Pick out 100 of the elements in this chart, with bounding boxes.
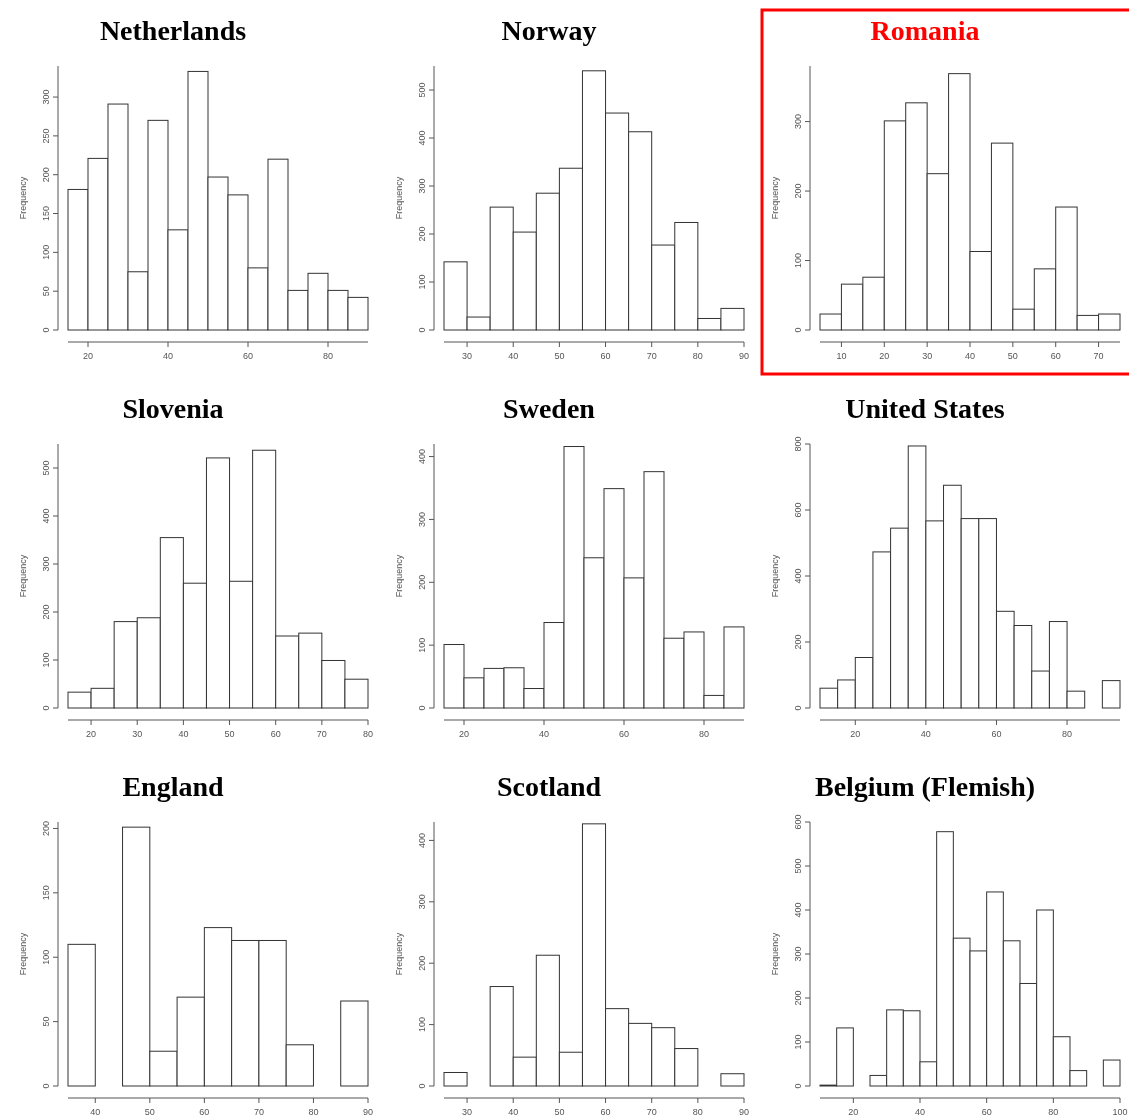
y-tick-label: 100	[417, 637, 427, 653]
y-axis-title: Frequency	[394, 176, 404, 220]
y-tick-label: 200	[41, 820, 51, 836]
y-tick-label: 100	[41, 652, 51, 668]
x-tick-label: 80	[1062, 729, 1073, 739]
y-tick-label: 600	[793, 814, 803, 830]
y-tick-label: 0	[793, 1083, 803, 1089]
y-tick-label: 400	[793, 902, 803, 918]
x-tick-label: 40	[162, 351, 174, 361]
chart-title: Romania	[870, 15, 980, 46]
y-axis-title: Frequency	[18, 554, 28, 598]
x-tick-label: 20	[879, 351, 890, 361]
y-tick-label: 300	[41, 89, 51, 105]
x-tick-label: 20	[86, 729, 97, 739]
y-tick-label: 50	[41, 1016, 51, 1027]
x-tick-label: 40	[178, 729, 189, 739]
x-tick-label: 60	[199, 1107, 210, 1115]
y-tick-label: 300	[417, 894, 427, 910]
y-tick-label: 400	[417, 449, 427, 465]
y-tick-label: 400	[793, 568, 803, 584]
y-tick-label: 0	[417, 705, 427, 711]
x-tick-label: 80	[1048, 1107, 1059, 1115]
y-tick-label: 100	[417, 1017, 427, 1033]
x-tick-label: 20	[82, 351, 94, 361]
x-tick-label: 40	[914, 1107, 926, 1115]
y-axis-title: Frequency	[394, 554, 404, 598]
x-tick-label: 50	[554, 1107, 565, 1115]
x-tick-label: 50	[224, 729, 235, 739]
y-tick-label: 100	[793, 1034, 803, 1050]
y-tick-label: 400	[417, 832, 427, 848]
x-tick-label: 30	[462, 351, 473, 361]
x-tick-label: 50	[554, 351, 565, 361]
x-tick-label: 30	[922, 351, 933, 361]
x-tick-label: 80	[692, 1107, 703, 1115]
x-tick-label: 100	[1112, 1107, 1128, 1115]
y-tick-label: 300	[417, 511, 427, 527]
y-tick-label: 300	[41, 556, 51, 572]
y-tick-label: 100	[793, 253, 803, 269]
y-tick-label: 100	[41, 949, 51, 965]
y-tick-label: 0	[41, 705, 51, 711]
y-tick-label: 300	[793, 114, 803, 130]
x-tick-label: 90	[738, 1107, 750, 1115]
x-tick-label: 40	[90, 1107, 101, 1115]
x-tick-label: 40	[920, 729, 931, 739]
x-tick-label: 10	[836, 351, 847, 361]
x-tick-label: 60	[618, 729, 630, 739]
x-tick-label: 40	[508, 1107, 519, 1115]
y-axis-title: Frequency	[770, 932, 780, 976]
x-tick-label: 60	[270, 729, 281, 739]
y-tick-label: 200	[793, 183, 803, 199]
y-tick-label: 0	[417, 1083, 427, 1089]
x-tick-label: 80	[362, 729, 374, 739]
y-axis-title: Frequency	[770, 554, 780, 598]
y-tick-label: 600	[793, 502, 803, 518]
x-tick-label: 80	[698, 729, 710, 739]
x-tick-label: 60	[600, 1107, 611, 1115]
x-tick-label: 40	[508, 351, 519, 361]
x-tick-label: 30	[132, 729, 143, 739]
y-tick-label: 500	[793, 858, 803, 874]
x-tick-label: 20	[850, 729, 861, 739]
x-tick-label: 40	[538, 729, 550, 739]
chart-title: Sweden	[503, 393, 596, 424]
x-tick-label: 60	[242, 351, 254, 361]
x-tick-label: 70	[253, 1107, 264, 1115]
y-tick-label: 0	[41, 1083, 51, 1089]
x-tick-label: 80	[692, 351, 703, 361]
y-axis-title: Frequency	[770, 176, 780, 220]
y-tick-label: 200	[793, 990, 803, 1006]
y-tick-label: 250	[41, 128, 51, 144]
y-tick-label: 300	[417, 178, 427, 194]
y-tick-label: 0	[41, 327, 51, 333]
chart-title: Slovenia	[122, 393, 224, 424]
chart-title: Norway	[501, 15, 597, 46]
y-tick-label: 50	[41, 286, 51, 297]
y-tick-label: 500	[417, 82, 427, 98]
y-tick-label: 200	[417, 574, 427, 590]
x-tick-label: 70	[646, 351, 657, 361]
x-tick-label: 70	[646, 1107, 657, 1115]
y-axis-title: Frequency	[394, 932, 404, 976]
chart-title: Belgium (Flemish)	[814, 771, 1036, 802]
x-tick-label: 80	[308, 1107, 319, 1115]
y-tick-label: 0	[793, 705, 803, 711]
x-tick-label: 20	[458, 729, 470, 739]
x-tick-label: 50	[1007, 351, 1018, 361]
y-tick-label: 150	[41, 206, 51, 222]
y-tick-label: 200	[41, 604, 51, 620]
x-tick-label: 60	[991, 729, 1002, 739]
y-axis-title: Frequency	[18, 932, 28, 976]
y-tick-label: 200	[417, 955, 427, 971]
x-tick-label: 60	[1050, 351, 1061, 361]
y-tick-label: 100	[41, 244, 51, 260]
y-tick-label: 200	[793, 634, 803, 650]
y-tick-label: 0	[793, 327, 803, 333]
y-tick-label: 400	[417, 130, 427, 146]
x-tick-label: 70	[1093, 351, 1104, 361]
y-tick-label: 0	[417, 327, 427, 333]
chart-title: Netherlands	[99, 15, 247, 46]
x-tick-label: 30	[462, 1107, 473, 1115]
chart-title: United States	[845, 393, 1005, 424]
x-tick-label: 90	[362, 1107, 374, 1115]
